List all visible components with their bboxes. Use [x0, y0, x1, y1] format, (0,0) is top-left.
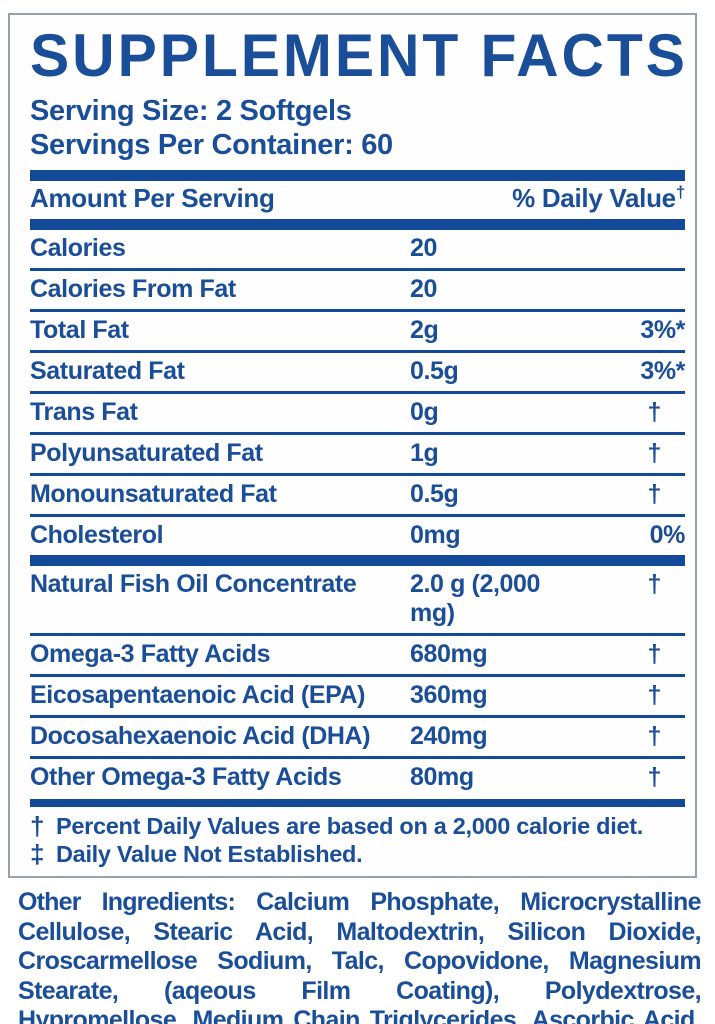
panel-title: SUPPLEMENT FACTS	[30, 22, 688, 89]
nutrient-name: Docosahexaenoic Acid (DHA)	[30, 722, 371, 750]
nutrient-amount: 0g	[410, 398, 439, 426]
table-row: Omega-3 Fatty Acids 680mg †	[30, 633, 685, 674]
nutrient-amount: 1g	[410, 439, 439, 467]
serving-size: Serving Size: 2 Softgels	[30, 95, 352, 127]
thin-rule	[30, 799, 685, 807]
table-row: Calories From Fat 20	[30, 268, 685, 309]
nutrient-daily-value: 3%*	[640, 357, 685, 385]
footnote-daily-values: † Percent Daily Values are based on a 2,…	[30, 812, 685, 840]
nutrition-rows-omega: Natural Fish Oil Concentrate 2.0 g (2,00…	[30, 566, 685, 797]
nutrient-amount: 20	[410, 234, 438, 262]
table-row: Docosahexaenoic Acid (DHA) 240mg †	[30, 715, 685, 756]
nutrient-amount: 240mg	[410, 722, 488, 750]
nutrient-amount: 2g	[410, 316, 439, 344]
thick-rule	[30, 219, 685, 230]
nutrient-name: Calories From Fat	[30, 275, 236, 303]
servings-per-container: Servings Per Container: 60	[30, 129, 393, 161]
double-dagger-icon: ‡	[30, 839, 45, 869]
thick-rule	[30, 170, 685, 181]
nutrient-name: Calories	[30, 234, 126, 262]
nutrition-rows-main: Calories 20 Calories From Fat 20 Total F…	[30, 230, 685, 555]
nutrient-daily-value: †	[647, 439, 661, 467]
other-ingredients-label: Other Ingredients:	[18, 888, 236, 916]
nutrient-amount: 0mg	[410, 521, 461, 549]
nutrient-name: Trans Fat	[30, 398, 138, 426]
nutrient-amount: 0.5g	[410, 480, 459, 508]
other-ingredients: Other Ingredients: Calcium Phosphate, Mi…	[18, 888, 702, 1024]
amount-per-serving-header: Amount Per Serving	[30, 183, 275, 213]
daily-value-header: % Daily Value†	[512, 182, 685, 213]
table-row: Eicosapentaenoic Acid (EPA) 360mg †	[30, 674, 685, 715]
nutrient-daily-value: 0%	[649, 521, 686, 549]
table-row: Total Fat 2g 3%*	[30, 309, 685, 350]
table-row: Other Omega-3 Fatty Acids 80mg †	[30, 756, 685, 797]
nutrient-amount: 680mg	[410, 640, 488, 668]
table-row: Saturated Fat 0.5g 3%*	[30, 350, 685, 391]
nutrient-name: Monounsaturated Fat	[30, 480, 277, 508]
nutrient-name: Eicosapentaenoic Acid (EPA)	[30, 681, 366, 709]
nutrient-name: Omega-3 Fatty Acids	[30, 640, 271, 668]
nutrient-name: Total Fat	[30, 316, 129, 344]
table-row: Trans Fat 0g †	[30, 391, 685, 432]
table-row: Calories 20	[30, 230, 685, 268]
table-row: Polyunsaturated Fat 1g †	[30, 432, 685, 473]
nutrient-amount: 0.5g	[410, 357, 459, 385]
nutrient-daily-value: †	[647, 570, 661, 598]
nutrient-daily-value: †	[647, 722, 661, 750]
footnotes: † Percent Daily Values are based on a 2,…	[30, 807, 685, 870]
column-header-row: Amount Per Serving % Daily Value†	[30, 181, 685, 215]
nutrient-name: Natural Fish Oil Concentrate	[30, 570, 357, 598]
thick-rule	[30, 555, 685, 566]
nutrient-amount: 360mg	[410, 681, 488, 709]
nutrient-daily-value: 3%*	[640, 316, 685, 344]
footnote-not-established: ‡ Daily Value Not Established.	[30, 840, 685, 868]
nutrient-name: Other Omega-3 Fatty Acids	[30, 763, 342, 791]
supplement-facts-panel: SUPPLEMENT FACTS Serving Size: 2 Softgel…	[8, 13, 697, 878]
footnote-text: Percent Daily Values are based on a 2,00…	[56, 813, 643, 839]
supplement-label: SUPPLEMENT FACTS Serving Size: 2 Softgel…	[0, 13, 715, 1024]
nutrient-amount: 20	[410, 275, 438, 303]
dagger-superscript: †	[675, 182, 685, 202]
dagger-icon: †	[30, 811, 45, 841]
other-ingredients-text: Calcium Phosphate, Microcrystalline Cell…	[18, 888, 702, 1024]
table-row: Monounsaturated Fat 0.5g †	[30, 473, 685, 514]
nutrient-daily-value: †	[647, 480, 661, 508]
nutrient-daily-value: †	[647, 763, 661, 791]
table-row: Cholesterol 0mg 0%	[30, 514, 685, 555]
nutrient-daily-value: †	[647, 640, 661, 668]
footnote-text: Daily Value Not Established.	[56, 841, 363, 867]
nutrient-daily-value: †	[647, 681, 661, 709]
nutrient-amount: 2.0 g (2,000 mg)	[410, 570, 541, 627]
nutrient-daily-value: †	[647, 398, 661, 426]
nutrient-name: Polyunsaturated Fat	[30, 439, 263, 467]
nutrient-name: Cholesterol	[30, 521, 164, 549]
nutrient-name: Saturated Fat	[30, 357, 185, 385]
table-row: Natural Fish Oil Concentrate 2.0 g (2,00…	[30, 566, 685, 633]
nutrient-amount: 80mg	[410, 763, 474, 791]
